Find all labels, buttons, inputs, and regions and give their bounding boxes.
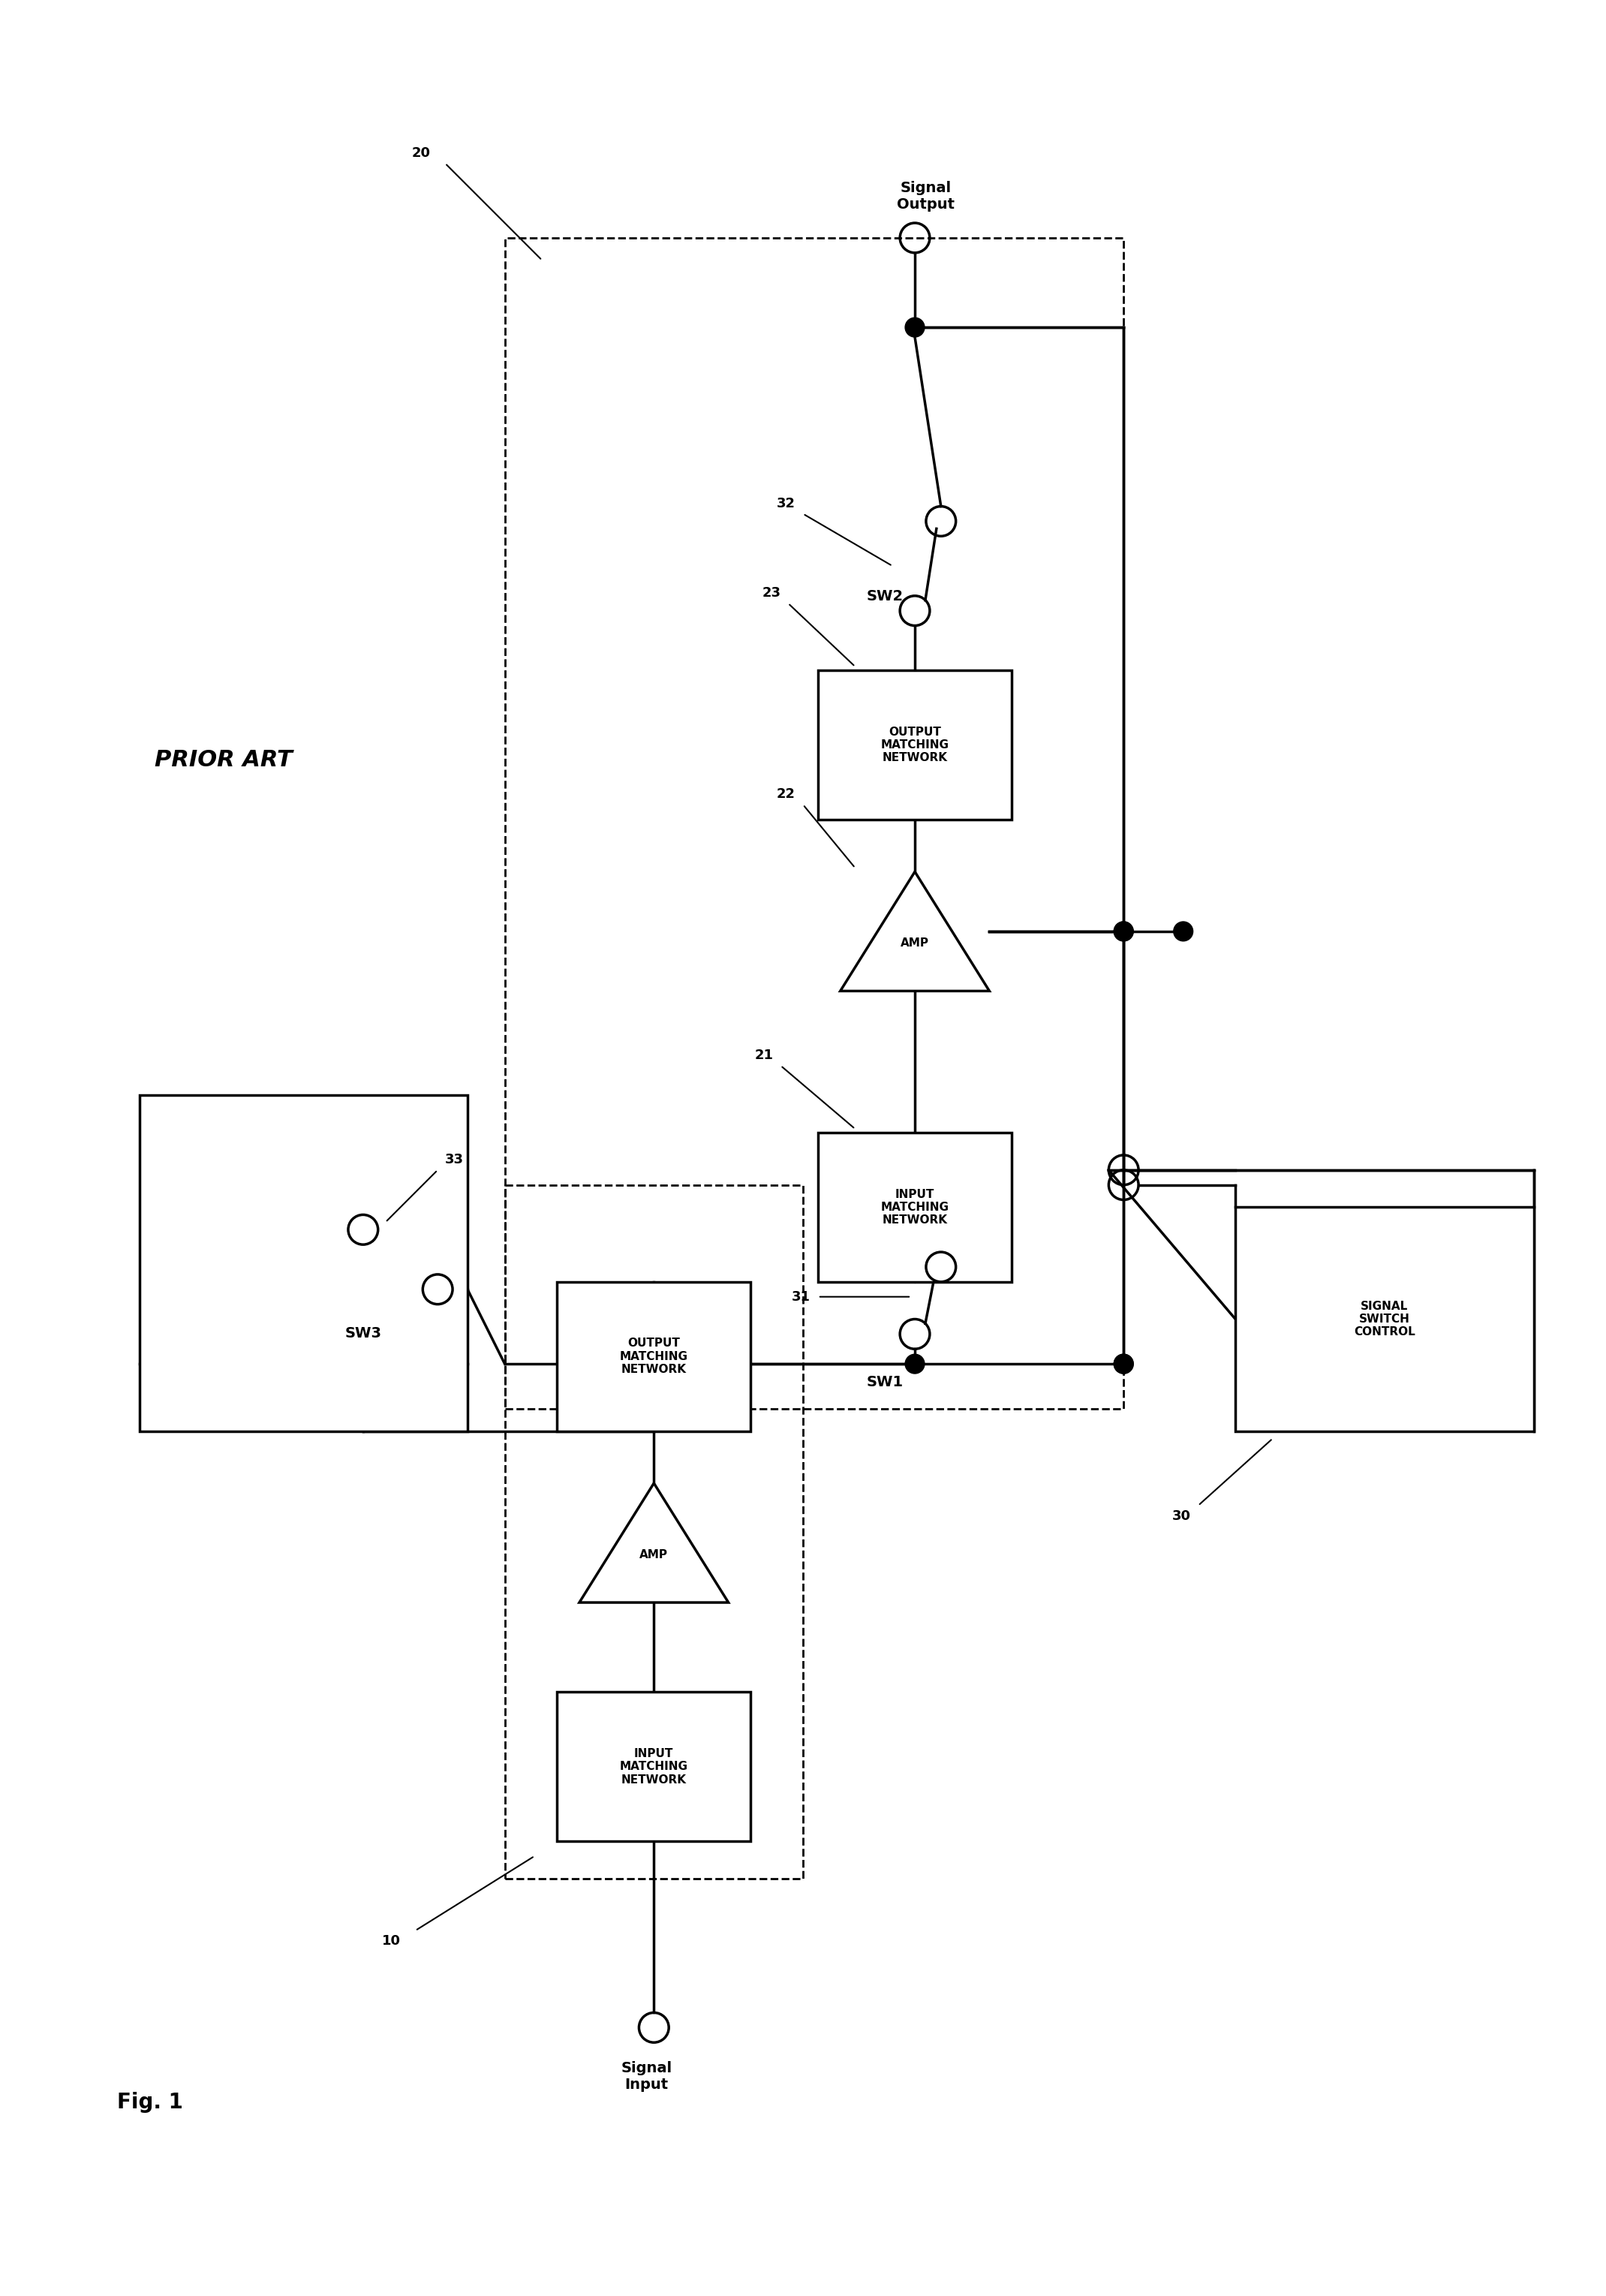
Text: 21: 21 — [755, 1049, 772, 1061]
Text: Signal
Input: Signal Input — [622, 2062, 671, 2092]
Text: AMP: AMP — [639, 1550, 668, 1561]
Text: OUTPUT
MATCHING
NETWORK: OUTPUT MATCHING NETWORK — [880, 726, 949, 765]
Text: 33: 33 — [445, 1153, 464, 1166]
Text: SW2: SW2 — [867, 590, 904, 604]
Bar — [1235, 1208, 1534, 1430]
Bar — [557, 1692, 752, 1841]
Text: OUTPUT
MATCHING
NETWORK: OUTPUT MATCHING NETWORK — [620, 1339, 687, 1375]
Text: AMP: AMP — [901, 937, 930, 948]
Text: 31: 31 — [792, 1290, 811, 1304]
Bar — [557, 1281, 752, 1430]
Circle shape — [1115, 921, 1134, 941]
Text: INPUT
MATCHING
NETWORK: INPUT MATCHING NETWORK — [880, 1189, 949, 1226]
Circle shape — [906, 317, 925, 338]
Text: SW3: SW3 — [345, 1327, 382, 1341]
Circle shape — [1115, 1355, 1134, 1373]
Text: INPUT
MATCHING
NETWORK: INPUT MATCHING NETWORK — [620, 1747, 687, 1786]
Text: 23: 23 — [761, 585, 781, 599]
Text: SIGNAL
SWITCH
CONTROL: SIGNAL SWITCH CONTROL — [1354, 1300, 1415, 1339]
Polygon shape — [840, 872, 989, 992]
Text: 32: 32 — [777, 496, 795, 510]
Bar — [504, 1185, 803, 1878]
Circle shape — [906, 1355, 925, 1373]
Text: 22: 22 — [777, 788, 795, 801]
Text: PRIOR ART: PRIOR ART — [154, 748, 292, 771]
Bar — [817, 670, 1012, 820]
Text: SW1: SW1 — [867, 1375, 904, 1389]
Bar — [504, 239, 1124, 1410]
Text: 20: 20 — [411, 147, 430, 161]
Circle shape — [1115, 1355, 1134, 1373]
Polygon shape — [580, 1483, 729, 1603]
Bar — [140, 1095, 467, 1430]
Text: Signal
Output: Signal Output — [898, 181, 956, 211]
Text: 10: 10 — [382, 1933, 400, 1947]
Text: Fig. 1: Fig. 1 — [117, 2092, 183, 2112]
Bar — [817, 1132, 1012, 1281]
Text: 30: 30 — [1172, 1508, 1190, 1522]
Circle shape — [1115, 921, 1134, 941]
Circle shape — [1174, 921, 1193, 941]
